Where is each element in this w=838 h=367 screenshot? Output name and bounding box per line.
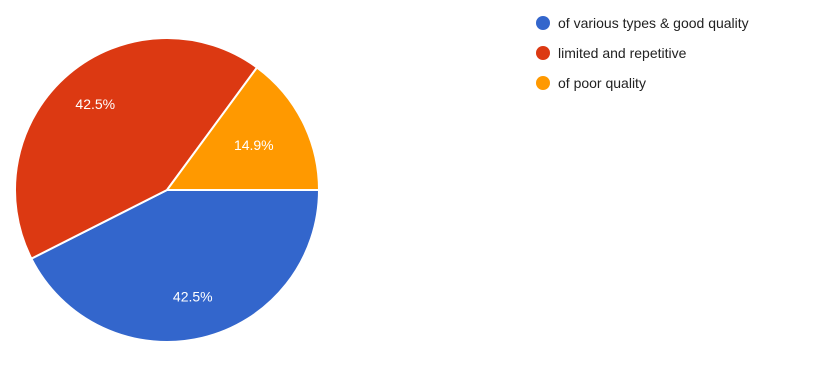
pie-slice-label-of-poor-quality: 14.9% — [234, 137, 274, 153]
legend-item-poor-quality: of poor quality — [536, 72, 832, 94]
legend-label-limited-and-repetitive: limited and repetitive — [558, 45, 687, 61]
pie-slice-label-limited-and-repetitive: 42.5% — [75, 96, 115, 112]
pie-slice-of-various-types-and-good-quality — [30, 189, 321, 343]
legend-item-limited-and-repetitive: limited and repetitive — [536, 42, 832, 64]
legend-item-various-types-good-quality: of various types & good quality — [536, 12, 832, 34]
pie-chart-svg: 42.5% 42.5% 14.9% — [14, 37, 321, 343]
chart-legend: of various types & good quality limited … — [536, 12, 832, 102]
legend-swatch-poor-quality — [536, 76, 550, 90]
pie-slice-label-of-various-types-and-good-quality: 42.5% — [173, 289, 213, 305]
legend-swatch-limited-and-repetitive — [536, 46, 550, 60]
legend-label-various-types-good-quality: of various types & good quality — [558, 15, 749, 31]
legend-swatch-various-types-good-quality — [536, 16, 550, 30]
pie-slice-of-poor-quality — [165, 66, 321, 191]
pie-slice-limited-and-repetitive — [14, 37, 259, 260]
legend-label-poor-quality: of poor quality — [558, 75, 646, 91]
